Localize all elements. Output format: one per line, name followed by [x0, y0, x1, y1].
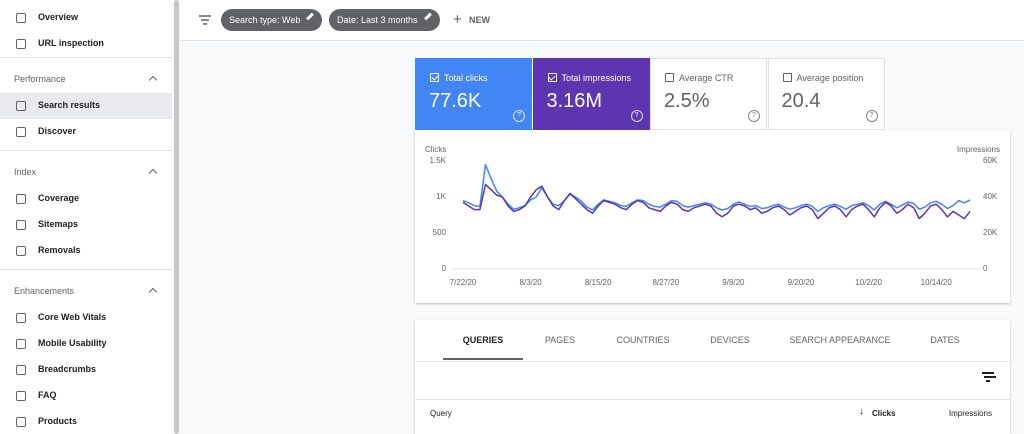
- nav-item[interactable]: Search results: [38, 100, 101, 110]
- nav-icon: [16, 101, 26, 111]
- x-tick-label: 9/8/20: [722, 278, 745, 287]
- nav-icon: [16, 127, 26, 137]
- filter-chip[interactable]: Date: Last 3 months: [329, 9, 440, 31]
- tab[interactable]: SEARCH APPEARANCE: [789, 335, 891, 345]
- checkbox[interactable]: [782, 73, 792, 82]
- help-icon[interactable]: ?: [630, 110, 643, 122]
- nav-item[interactable]: FAQ: [38, 390, 57, 400]
- header-divider: [415, 399, 1010, 400]
- table-filter[interactable]: [986, 380, 990, 382]
- section-title[interactable]: Performance: [14, 74, 66, 84]
- help-icon[interactable]: ?: [513, 110, 525, 122]
- chart: Clicks Impressions 0 500 1K 1.5K 0 20K 40K 60K 7/2…: [425, 145, 1000, 287]
- tab[interactable]: QUERIES: [462, 335, 504, 345]
- metric-label: Total clicks: [444, 73, 488, 83]
- nav-icon: [16, 313, 26, 323]
- x-tick-label: 8/15/20: [585, 278, 612, 287]
- tab[interactable]: DEVICES: [710, 335, 750, 345]
- checkbox[interactable]: [547, 73, 557, 82]
- nav-item[interactable]: Sitemaps: [38, 219, 79, 229]
- nav-item[interactable]: Overview: [38, 12, 79, 22]
- table-filter[interactable]: [982, 372, 994, 374]
- y-tick-label: 500: [433, 228, 447, 237]
- nav-icon: [16, 39, 26, 49]
- filter-chip[interactable]: Search type: Web: [221, 9, 323, 31]
- metric-label: Average CTR: [679, 73, 734, 83]
- nav-item[interactable]: URL inspection: [38, 38, 104, 48]
- metric-card[interactable]: [415, 58, 532, 130]
- y2-tick-label: 40K: [983, 192, 998, 201]
- x-tick-label: 8/27/20: [652, 278, 679, 287]
- nav-item[interactable]: Coverage: [38, 193, 80, 203]
- nav-item[interactable]: Mobile Usability: [38, 338, 107, 348]
- section-title[interactable]: Index: [14, 167, 37, 177]
- y2-axis-title: Impressions: [957, 145, 1000, 154]
- nav-item[interactable]: Products: [38, 416, 78, 426]
- nav-item[interactable]: Removals: [38, 245, 81, 255]
- nav-icon: [16, 194, 26, 204]
- y-tick-label: 0: [442, 264, 447, 273]
- nav-item[interactable]: Core Web Vitals: [38, 312, 107, 322]
- tab[interactable]: PAGES: [544, 335, 576, 345]
- help-icon[interactable]: ?: [865, 110, 878, 122]
- tab[interactable]: DATES: [930, 335, 960, 345]
- metric-card[interactable]: [767, 58, 885, 130]
- metric-value: 77.6K: [429, 90, 482, 112]
- metric-value: 20.4: [781, 90, 821, 112]
- checkbox[interactable]: [665, 73, 674, 82]
- metric-card[interactable]: [650, 58, 767, 130]
- nav-item[interactable]: Breadcrumbs: [38, 364, 97, 374]
- help-icon[interactable]: ?: [748, 110, 760, 122]
- nav-icon: [16, 13, 26, 23]
- nav-icon: [16, 391, 26, 401]
- x-tick-label: 7/22/20: [450, 278, 477, 287]
- table-card: [415, 320, 1010, 434]
- nav-icon: [16, 339, 26, 349]
- y2-tick-label: 20K: [983, 228, 998, 237]
- divider: [0, 269, 172, 270]
- nav-icon: [16, 220, 26, 230]
- x-tick-label: 9/20/20: [788, 278, 815, 287]
- tabs-divider: [415, 361, 1010, 362]
- nav-icon: [16, 246, 26, 256]
- tab-indicator: [443, 358, 523, 360]
- column-header[interactable]: Clicks: [872, 409, 896, 418]
- metric-card[interactable]: [532, 58, 650, 130]
- y2-tick-label: 60K: [983, 156, 998, 165]
- nav-icon: [16, 417, 26, 427]
- filter-icon[interactable]: [198, 14, 212, 26]
- add-icon: +: [453, 11, 462, 28]
- x-tick-label: 8/3/20: [519, 278, 542, 287]
- y-tick-label: 1K: [436, 192, 446, 201]
- divider: [0, 57, 172, 58]
- x-tick-label: 10/14/20: [921, 278, 953, 287]
- section-title[interactable]: Enhancements: [14, 286, 75, 296]
- column-header[interactable]: Query: [430, 409, 452, 418]
- metric-label: Total impressions: [561, 73, 632, 83]
- y-tick-label: 1.5K: [430, 156, 447, 165]
- metric-label: Average position: [796, 73, 864, 83]
- x-tick-label: 10/2/20: [855, 278, 882, 287]
- series-line: [462, 183, 971, 220]
- column-header[interactable]: Impressions: [948, 409, 992, 418]
- sidebar: [0, 0, 172, 434]
- tab[interactable]: COUNTRIES: [616, 335, 670, 345]
- divider: [0, 150, 172, 151]
- chart-card: [415, 130, 1010, 303]
- nav-icon: [16, 365, 26, 375]
- metric-value: 2.5%: [664, 90, 710, 112]
- new-button[interactable]: NEW: [469, 15, 490, 25]
- checkbox[interactable]: [430, 73, 439, 82]
- nav-highlight: [0, 93, 172, 119]
- y2-tick-label: 0: [983, 264, 988, 273]
- sort-arrow: ↓: [859, 406, 864, 417]
- scrollbar[interactable]: [174, 0, 179, 434]
- metric-value: 3.16M: [546, 90, 603, 112]
- y-axis-title: Clicks: [425, 145, 446, 154]
- nav-item[interactable]: Discover: [38, 126, 77, 136]
